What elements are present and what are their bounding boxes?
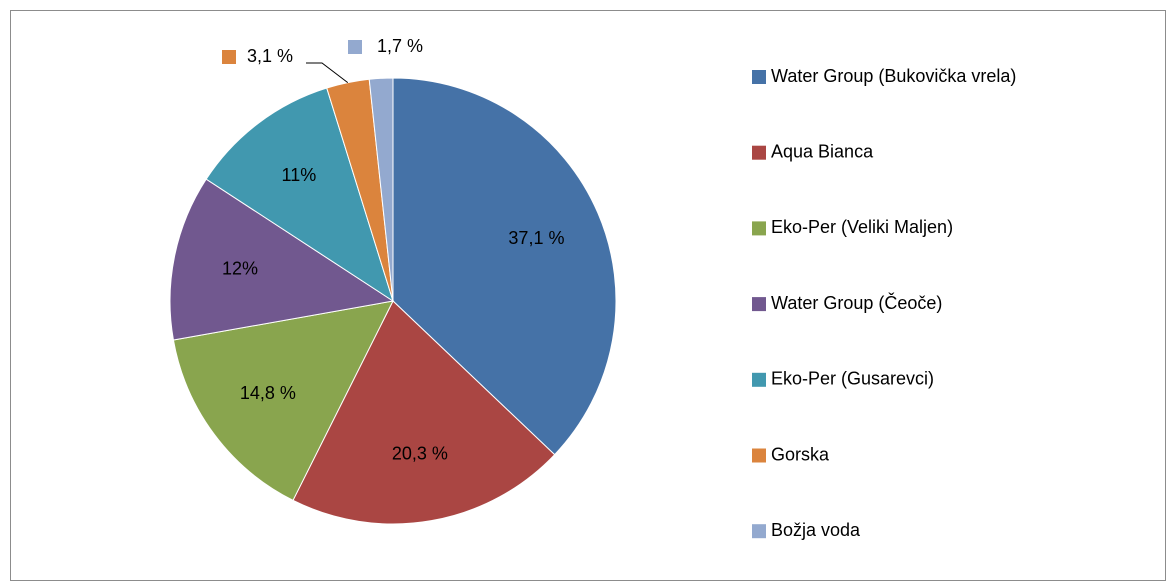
data-label: 11% (282, 165, 317, 185)
legend-key (752, 448, 766, 463)
legend-key (752, 297, 766, 312)
legend-key (752, 221, 766, 236)
data-label: 14,8 % (240, 383, 296, 403)
data-label: 12% (222, 259, 258, 279)
legend-key (752, 145, 766, 160)
legend-label: Aqua Bianca (771, 141, 874, 161)
data-label: 1,7 % (377, 36, 423, 56)
pie-slice (368, 77, 394, 302)
pie-slice (205, 87, 394, 303)
legend-label: Gorska (771, 444, 830, 464)
data-label-key (222, 50, 236, 64)
legend-label: Božja voda (771, 520, 861, 540)
legend-key (752, 524, 766, 539)
pie-slice (392, 77, 617, 456)
legend-label: Eko-Per (Veliki Maljen) (771, 217, 953, 237)
legend-label: Water Group (Bukovička vrela) (771, 66, 1016, 86)
legend-key (752, 372, 766, 387)
data-label: 20,3 % (392, 444, 448, 464)
pie-slice (172, 300, 394, 501)
leader-line (306, 62, 349, 84)
legend-label: Water Group (Čeoče) (771, 292, 942, 313)
pie-slice (169, 178, 395, 341)
legend-label: Eko-Per (Gusarevci) (771, 369, 934, 389)
legend-key (752, 70, 766, 84)
pie-slice (292, 300, 556, 525)
data-label-key (348, 40, 362, 54)
data-label: 37,1 % (508, 228, 564, 248)
data-label: 3,1 % (247, 46, 293, 66)
